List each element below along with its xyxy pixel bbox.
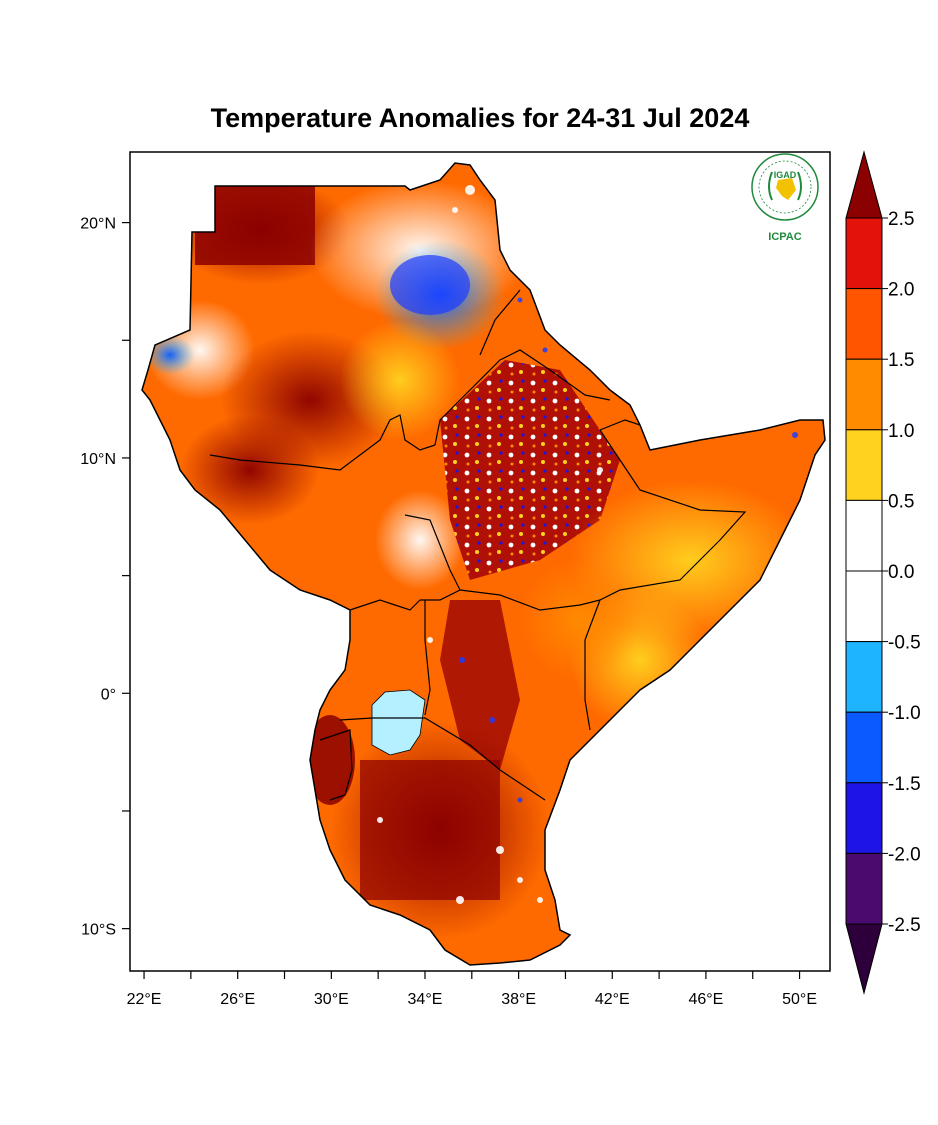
lon-tick-label: 42°E [595, 991, 630, 1008]
logo-top-text: IGAD [774, 170, 797, 180]
lon-tick-label: 26°E [220, 991, 255, 1008]
anomaly-patch [360, 760, 500, 900]
border-sudan-south-sudan [209, 414, 436, 471]
longitude-axis: 22°E 26°E 30°E 34°E 38°E 42°E 46°E 50°E [127, 971, 817, 1008]
colorbar-label: 2.5 [888, 209, 914, 230]
lon-tick-label: 50°E [782, 991, 817, 1008]
lon-tick-label: 22°E [127, 991, 162, 1008]
colorbar-bin [845, 711, 883, 784]
colorbar-bin [845, 852, 883, 925]
anomaly-patch [520, 560, 640, 680]
border-kenya-somalia [584, 599, 601, 731]
anomaly-specks [377, 185, 603, 904]
colorbar-label: -1.0 [888, 703, 921, 724]
anomaly-patch [180, 415, 320, 525]
border-ethiopia-somalia [599, 429, 747, 601]
colorbar-label: -1.5 [888, 774, 921, 795]
anomaly-patch [305, 715, 355, 805]
lake-victoria [371, 689, 426, 756]
colorbar-bin [845, 782, 883, 854]
colorbar-bin [845, 358, 883, 431]
border-ethiopia-kenya [459, 589, 601, 611]
lon-tick-label: 46°E [688, 991, 723, 1008]
anomaly-patch [340, 320, 460, 440]
colorbar-top-arrow [845, 150, 883, 219]
igad-icpac-logo: IGAD ICPAC [751, 153, 819, 243]
border-south-sudan-uganda [349, 599, 421, 611]
coastline [141, 162, 826, 966]
colorbar-label: 2.0 [888, 280, 914, 301]
border-south-sudan-ethiopia [404, 514, 461, 601]
latitude-axis: 20°N 10°N 0° 10°S [80, 216, 130, 939]
colorbar-label: 0.5 [888, 491, 914, 512]
colorbar-bin [845, 288, 883, 360]
map-title: Temperature Anomalies for 24-31 Jul 2024 [210, 103, 750, 133]
border-sudan-eritrea [479, 289, 521, 356]
border-rwanda-burundi [319, 729, 353, 801]
lon-tick-label: 38°E [501, 991, 536, 1008]
logo-inner-ring [758, 160, 812, 214]
colorbar-bin [845, 429, 883, 501]
laurel-icon [768, 171, 802, 201]
country-borders [209, 289, 747, 801]
colorbar-bin [845, 499, 883, 572]
border-uganda-kenya [424, 600, 431, 716]
colorbar-label: -2.5 [888, 915, 921, 936]
colorbar-label: 1.0 [888, 421, 914, 442]
colorbar-label: -2.0 [888, 844, 921, 865]
anomaly-specks [459, 297, 798, 803]
anomaly-patch [440, 360, 620, 580]
border-kenya-tanzania [339, 717, 546, 801]
lon-tick-label: 30°E [314, 991, 349, 1008]
anomaly-patch [145, 335, 195, 375]
lon-tick-label: 34°E [408, 991, 443, 1008]
colorbar: 2.5 2.0 1.5 1.0 0.5 0.0 -0.5 -1.0 -1.5 -2.0 -2.5 [845, 150, 921, 995]
border-sudan-ethiopia-eritrea [434, 349, 611, 446]
colorbar-bin [845, 570, 883, 643]
border-djibouti [599, 419, 641, 431]
anomaly-patch [375, 490, 465, 590]
lat-tick-label: 10°N [80, 451, 116, 468]
africa-map-icon [776, 178, 796, 200]
anomaly-patch [390, 255, 470, 315]
colorbar-label: 0.0 [888, 562, 914, 583]
logo-bottom-text: ICPAC [768, 231, 801, 243]
lat-tick-label: 20°N [80, 216, 116, 233]
colorbar-label: -0.5 [888, 633, 921, 654]
colorbar-bin [845, 641, 883, 713]
lat-tick-label: 0° [101, 686, 116, 703]
colorbar-bottom-arrow [845, 923, 883, 995]
colorbar-bin [845, 217, 883, 290]
lat-tick-label: 10°S [81, 922, 116, 939]
colorbar-label: 1.5 [888, 350, 914, 371]
